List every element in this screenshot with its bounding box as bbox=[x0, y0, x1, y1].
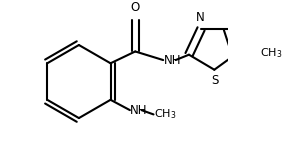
Text: NH: NH bbox=[163, 54, 181, 67]
Text: O: O bbox=[131, 1, 140, 14]
Text: CH$_3$: CH$_3$ bbox=[260, 46, 282, 60]
Text: S: S bbox=[211, 74, 218, 87]
Text: NH: NH bbox=[130, 104, 148, 117]
Text: CH$_3$: CH$_3$ bbox=[154, 108, 176, 121]
Text: N: N bbox=[196, 11, 204, 24]
